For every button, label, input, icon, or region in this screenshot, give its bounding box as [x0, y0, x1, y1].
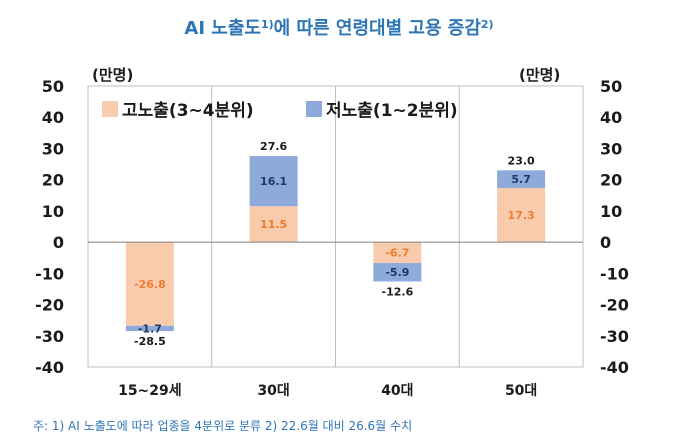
y-tick-label-right: 50	[600, 77, 622, 96]
y-tick-label-right: -20	[600, 296, 629, 315]
y-tick-label-left: -40	[35, 358, 64, 377]
segment-value-label: 11.5	[260, 218, 287, 231]
bar-segment-high-exposure	[249, 206, 298, 243]
bar-segment-high-exposure	[125, 242, 174, 326]
footnote: 주: 1) AI 노출도에 따라 업종을 4분위로 분류 2) 22.6월 대비…	[33, 419, 412, 433]
bar-segment-low-exposure	[373, 263, 422, 282]
y-tick-label-right: 20	[600, 171, 622, 190]
bar-segment-high-exposure	[373, 242, 422, 264]
segment-value-label: -26.8	[134, 278, 166, 291]
total-value-label: -12.6	[382, 285, 414, 298]
y-tick-label-left: 0	[53, 233, 64, 252]
y-tick-label-right: 30	[600, 139, 622, 158]
total-value-label: 23.0	[508, 154, 535, 167]
y-unit-left: (만명)	[92, 66, 133, 84]
y-tick-label-right: 0	[600, 233, 611, 252]
y-tick-label-right: -30	[600, 327, 629, 346]
y-tick-label-left: 20	[42, 171, 64, 190]
segment-value-label: 16.1	[260, 175, 287, 188]
x-category-label: 40대	[381, 383, 413, 399]
data-labels: -26.8 -1.7-28.5 11.5 16.1 27.6 -6.7 -5.9 -12.6 1…	[134, 140, 535, 348]
legend-label: 고노출(3~4분위)	[122, 101, 254, 121]
x-category-label: 50대	[505, 383, 537, 399]
bar-segment-low-exposure	[125, 325, 174, 332]
legend-label: 저노출(1~2분위)	[326, 101, 458, 121]
gridlines	[87, 85, 584, 368]
y-unit-right: (만명)	[519, 66, 560, 84]
chart-title: AI 노출도1)에 따른 연령대별 고용 증감2)	[184, 18, 493, 39]
y-tick-label-left: 10	[42, 202, 64, 221]
plot-border	[87, 85, 584, 368]
axes: 50 50 40 40 30 30 20 20 10 10 0 0 -10 -10 -20 -20 -30 -30…	[35, 77, 629, 399]
legend: 고노출(3~4분위) 저노출(1~2분위)	[102, 101, 458, 121]
bar-segment-low-exposure	[497, 170, 546, 189]
x-category-label: 15~29세	[118, 383, 182, 399]
y-tick-label-left: -10	[35, 264, 64, 283]
y-tick-label-right: 40	[600, 108, 622, 127]
x-category-label: 30대	[257, 383, 289, 399]
bar-segment-low-exposure	[249, 155, 298, 207]
y-tick-label-left: -20	[35, 296, 64, 315]
segment-value-label: -6.7	[385, 247, 409, 260]
y-tick-label-left: -30	[35, 327, 64, 346]
y-tick-label-right: -10	[600, 264, 629, 283]
legend-swatch	[306, 101, 322, 117]
legend-swatch	[102, 101, 118, 117]
y-tick-label-right: 10	[600, 202, 622, 221]
total-value-label: -28.5	[134, 335, 166, 348]
total-value-label: 27.6	[260, 140, 287, 153]
segment-value-label: 17.3	[508, 209, 535, 222]
bar-segment-high-exposure	[497, 188, 546, 243]
y-tick-label-left: 40	[42, 108, 64, 127]
y-tick-label-left: 30	[42, 139, 64, 158]
y-tick-label-left: 50	[42, 77, 64, 96]
y-tick-label-right: -40	[600, 358, 629, 377]
bars	[125, 155, 546, 332]
segment-value-label: -5.9	[385, 266, 409, 279]
segment-value-label: -1.7	[138, 322, 162, 335]
segment-value-label: 5.7	[511, 173, 531, 186]
